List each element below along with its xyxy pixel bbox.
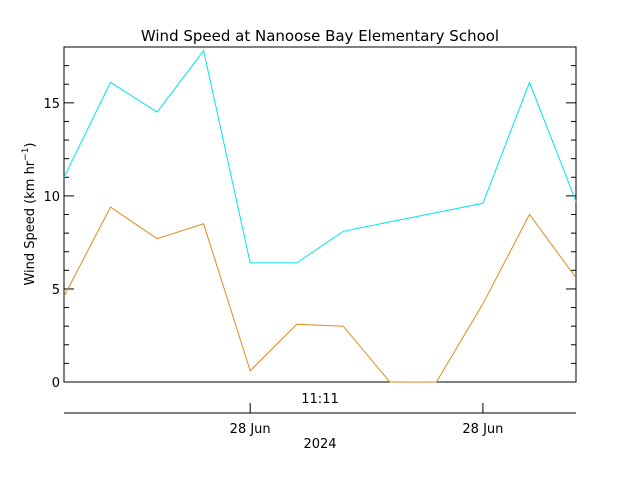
x-tick-label: 28 Jun [462,422,503,437]
plot-frame [63,46,577,383]
y-axis-ticks: 0 5 10 15 [43,46,576,391]
y-tick-label: 10 [43,190,60,205]
y-axis-label-close: ) [23,142,38,147]
x-tick-label: 28 Jun [230,422,271,437]
chart-title: Wind Speed at Nanoose Bay Elementary Sch… [141,27,499,45]
y-tick-label: 5 [52,283,60,298]
x-axis-ticks: 28 Jun 28 Jun [230,403,503,437]
series-line-0 [63,49,577,264]
y-tick-label: 0 [52,376,60,391]
series-line-1 [63,206,577,383]
top-time-label: 11:11 [301,392,338,407]
x-axis-label: 2024 [303,437,336,452]
y-axis-label-superscript: −1 [21,148,31,161]
y-axis-label: Wind Speed (km hr−1) [21,142,38,285]
y-axis-label-main: Wind Speed (km hr [23,160,38,285]
plot-area: 0 5 10 15 [43,46,577,391]
y-tick-label: 15 [43,97,60,112]
series-layer [63,49,577,383]
x-axis: 28 Jun 28 Jun [64,403,576,437]
